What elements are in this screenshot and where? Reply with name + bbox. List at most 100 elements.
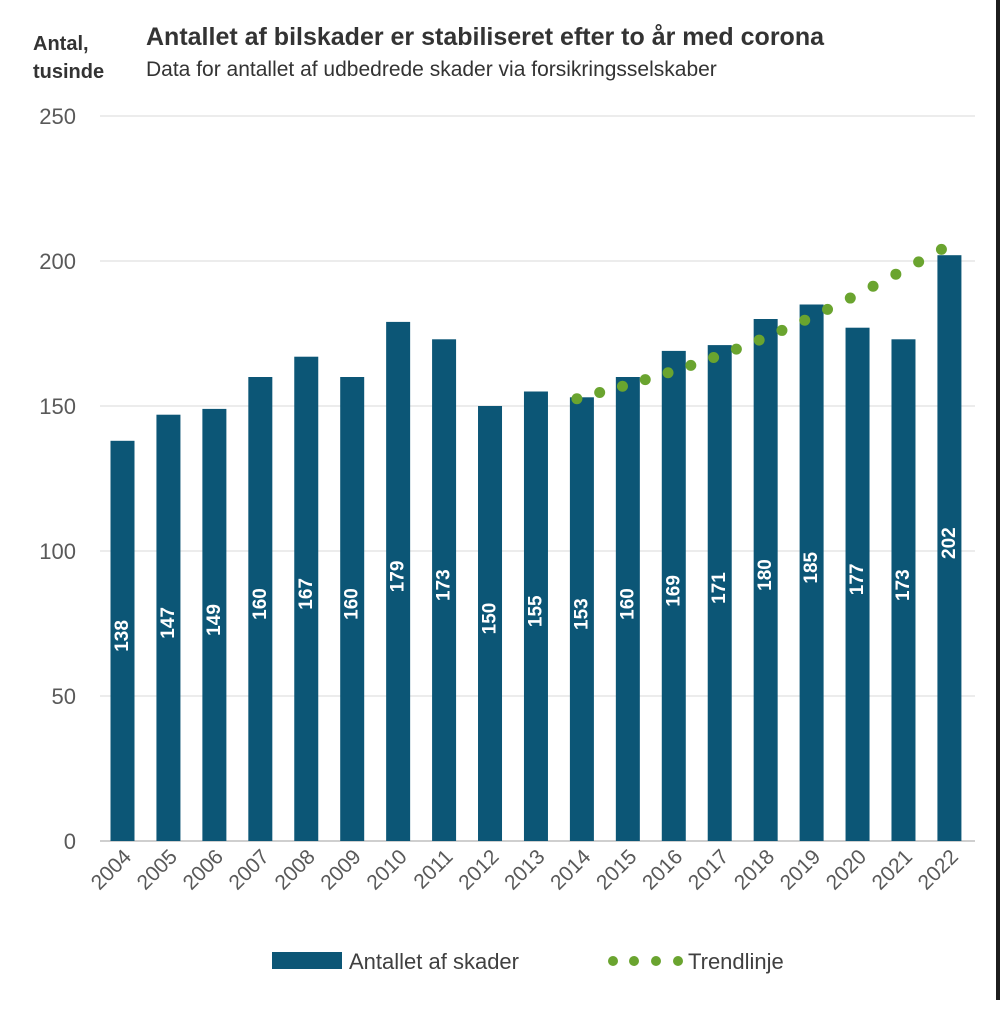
trend-dot [890, 268, 902, 280]
bar [248, 377, 273, 841]
x-tick-label: 2010 [362, 845, 411, 894]
x-tick-label: 2015 [592, 845, 641, 894]
bar [340, 377, 365, 841]
legend-label-bars: Antallet af skader [349, 949, 519, 974]
x-tick-label: 2018 [730, 845, 779, 894]
bar [386, 321, 411, 841]
trend-dot [730, 343, 742, 355]
bar-value-label: 177 [847, 563, 868, 595]
trend-dot [913, 256, 925, 268]
legend-label-trend: Trendlinje [688, 949, 784, 974]
y-tick-label: 50 [52, 684, 76, 709]
bar [523, 391, 548, 841]
bar-value-label: 167 [296, 578, 317, 610]
bar [799, 304, 824, 841]
bar-value-label: 150 [480, 603, 501, 635]
x-axis-ticks: 2004200520062007200820092010201120122013… [87, 845, 963, 895]
right-border [996, 0, 1000, 1000]
trend-dot [616, 380, 628, 392]
bar-value-label: 147 [158, 607, 179, 639]
bar [707, 345, 732, 841]
trend-dot [935, 243, 947, 255]
bar-data-labels: 138 147 149 160 167 160 179 173 150 155 153 160 169 1… [112, 527, 960, 652]
x-tick-label: 2013 [500, 845, 549, 894]
x-tick-label: 2011 [409, 845, 457, 893]
trend-dot [822, 303, 834, 315]
y-tick-label: 0 [64, 829, 76, 854]
legend-swatch-trend-dot [651, 956, 661, 966]
y-tick-label: 150 [39, 394, 76, 419]
bar-value-label: 202 [939, 527, 960, 559]
bar [294, 356, 319, 841]
trend-dot [867, 280, 879, 292]
bar-value-label: 153 [571, 598, 592, 630]
y-tick-label: 200 [39, 249, 76, 274]
bar [937, 255, 962, 841]
x-tick-label: 2005 [133, 845, 182, 894]
bar-value-label: 185 [801, 551, 822, 583]
bar-value-label: 173 [434, 569, 455, 601]
bar [202, 408, 227, 841]
bar-series [110, 255, 962, 841]
trend-dot [799, 314, 811, 326]
bar [845, 327, 870, 841]
x-tick-label: 2017 [684, 845, 733, 894]
x-tick-label: 2020 [822, 845, 871, 894]
trend-dot [685, 359, 697, 371]
bar [891, 339, 916, 841]
bar [478, 406, 503, 841]
x-tick-label: 2022 [914, 845, 963, 894]
bar-value-label: 180 [755, 559, 776, 591]
trend-dot [594, 387, 606, 399]
bar [156, 414, 181, 841]
trend-dot [571, 393, 583, 405]
y-tick-label: 100 [39, 539, 76, 564]
bar [110, 440, 135, 841]
bar-value-label: 160 [342, 588, 363, 620]
bar [753, 319, 778, 841]
bar [661, 350, 686, 841]
trend-dot [776, 324, 788, 336]
trendline-series [571, 243, 947, 405]
x-tick-label: 2014 [546, 845, 596, 895]
legend-swatch-trend-dot [673, 956, 683, 966]
bar [615, 377, 640, 841]
bar-value-label: 160 [617, 588, 638, 620]
bar-value-label: 173 [893, 569, 914, 601]
chart-header: Antal, tusinde Antallet af bilskader er … [33, 23, 825, 83]
legend: Antallet af skader Trendlinje [272, 949, 784, 974]
trend-dot [844, 292, 856, 304]
x-tick-label: 2008 [270, 845, 319, 894]
y-axis-label-line-1: Antal, [33, 33, 89, 55]
legend-swatch-trend-dot [629, 956, 639, 966]
x-tick-label: 2009 [316, 845, 365, 894]
bar [432, 339, 457, 841]
legend-swatch-trend-dot [608, 956, 618, 966]
y-axis-label-line-2: tusinde [33, 61, 104, 83]
x-tick-label: 2019 [776, 845, 825, 894]
trend-dot [753, 334, 765, 346]
x-tick-label: 2007 [225, 845, 274, 894]
trend-dot [662, 367, 674, 379]
bar [569, 397, 594, 841]
x-tick-label: 2012 [454, 845, 503, 894]
bar-value-label: 169 [663, 575, 684, 607]
bar-value-label: 155 [525, 595, 546, 627]
y-tick-label: 250 [39, 104, 76, 129]
bar-value-label: 138 [112, 620, 133, 652]
chart-subtitle: Data for antallet af udbedrede skader vi… [146, 58, 717, 81]
bar-value-label: 160 [250, 588, 271, 620]
bar-value-label: 179 [388, 561, 409, 593]
x-tick-label: 2004 [87, 845, 137, 895]
legend-swatch-bars [272, 952, 342, 969]
bar-value-label: 149 [204, 604, 225, 636]
trend-dot [639, 374, 651, 386]
trend-dot [708, 352, 720, 364]
chart-title: Antallet af bilskader er stabiliseret ef… [146, 23, 825, 51]
y-axis-ticks: 0 50 100 150 200 250 [39, 104, 76, 854]
x-tick-label: 2021 [868, 845, 917, 894]
bar-value-label: 171 [709, 572, 730, 604]
x-tick-label: 2016 [638, 845, 687, 894]
x-tick-label: 2006 [179, 845, 228, 894]
